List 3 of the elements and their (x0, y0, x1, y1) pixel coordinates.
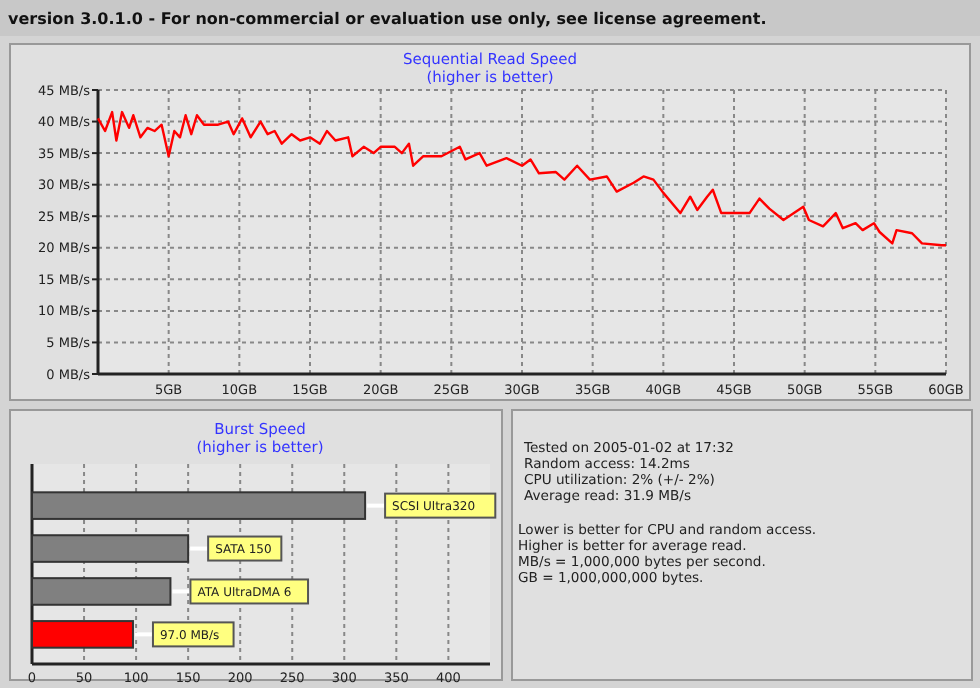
line-series (96, 110, 948, 247)
text: version 3.0.1.0 - For non-commercial or evaluation use only, see license agreement. (8, 10, 767, 28)
bar (31, 620, 134, 649)
